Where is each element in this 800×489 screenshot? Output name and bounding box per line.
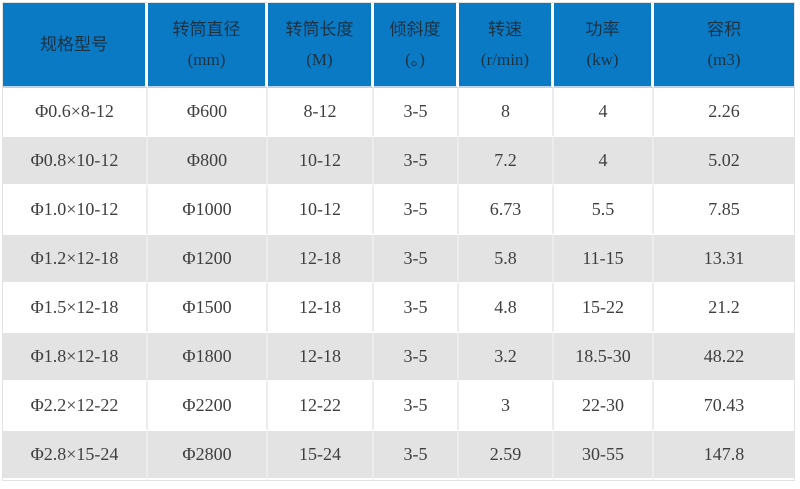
cell-volume: 13.31	[654, 235, 794, 284]
header-unit: (r/min)	[480, 49, 530, 69]
header-unit: (kw)	[586, 49, 619, 69]
cell-model: Φ1.8×12-18	[3, 333, 148, 382]
header-unit: (m3)	[707, 49, 741, 69]
header-title: 转筒长度	[285, 19, 354, 39]
cell-inclination: 3-5	[374, 88, 459, 137]
header-unit: (M)	[306, 49, 333, 69]
table-row: Φ0.8×10-12 Φ800 10-12 3-5 7.2 4 5.02	[3, 137, 794, 186]
cell-speed: 2.59	[459, 431, 554, 480]
cell-inclination: 3-5	[374, 186, 459, 235]
cell-power: 11-15	[554, 235, 654, 284]
cell-volume: 70.43	[654, 382, 794, 431]
cell-diameter: Φ2800	[148, 431, 268, 480]
header-cell-drum-length: 转筒长度 (M)	[268, 3, 374, 88]
cell-model: Φ1.5×12-18	[3, 284, 148, 333]
header-cell-volume: 容积 (m3)	[654, 3, 794, 88]
spec-table-container: 规格型号 转筒直径 (mm) 转筒长度 (M) 倾斜度 (。) 转速 (r	[2, 2, 795, 481]
cell-power: 4	[554, 137, 654, 186]
cell-model: Φ0.6×8-12	[3, 88, 148, 137]
cell-inclination: 3-5	[374, 137, 459, 186]
header-title: 容积	[707, 19, 741, 39]
cell-speed: 3	[459, 382, 554, 431]
cell-diameter: Φ2200	[148, 382, 268, 431]
cell-volume: 147.8	[654, 431, 794, 480]
table-row: Φ1.0×10-12 Φ1000 10-12 3-5 6.73 5.5 7.85	[3, 186, 794, 235]
cell-diameter: Φ1500	[148, 284, 268, 333]
cell-diameter: Φ1200	[148, 235, 268, 284]
cell-model: Φ1.2×12-18	[3, 235, 148, 284]
table-row: Φ0.6×8-12 Φ600 8-12 3-5 8 4 2.26	[3, 88, 794, 137]
cell-volume: 21.2	[654, 284, 794, 333]
header-title: 功率	[585, 19, 620, 39]
cell-power: 22-30	[554, 382, 654, 431]
cell-speed: 5.8	[459, 235, 554, 284]
cell-length: 10-12	[268, 186, 374, 235]
header-unit: (。)	[405, 49, 425, 69]
cell-diameter: Φ1000	[148, 186, 268, 235]
table-row: Φ2.2×12-22 Φ2200 12-22 3-5 3 22-30 70.43	[3, 382, 794, 431]
header-unit: (mm)	[187, 49, 226, 69]
cell-model: Φ0.8×10-12	[3, 137, 148, 186]
table-row: Φ2.8×15-24 Φ2800 15-24 3-5 2.59 30-55 14…	[3, 431, 794, 480]
cell-volume: 2.26	[654, 88, 794, 137]
cell-model: Φ2.8×15-24	[3, 431, 148, 480]
cell-diameter: Φ1800	[148, 333, 268, 382]
cell-volume: 7.85	[654, 186, 794, 235]
header-title: 转速	[488, 19, 522, 39]
table-body: Φ0.6×8-12 Φ600 8-12 3-5 8 4 2.26 Φ0.8×10…	[3, 88, 794, 480]
cell-power: 4	[554, 88, 654, 137]
cell-length: 10-12	[268, 137, 374, 186]
cell-model: Φ2.2×12-22	[3, 382, 148, 431]
cell-length: 12-22	[268, 382, 374, 431]
cell-inclination: 3-5	[374, 235, 459, 284]
cell-inclination: 3-5	[374, 284, 459, 333]
cell-length: 15-24	[268, 431, 374, 480]
cell-length: 8-12	[268, 88, 374, 137]
cell-speed: 4.8	[459, 284, 554, 333]
cell-model: Φ1.0×10-12	[3, 186, 148, 235]
cell-speed: 7.2	[459, 137, 554, 186]
table-row: Φ1.5×12-18 Φ1500 12-18 3-5 4.8 15-22 21.…	[3, 284, 794, 333]
cell-speed: 6.73	[459, 186, 554, 235]
cell-power: 15-22	[554, 284, 654, 333]
cell-speed: 8	[459, 88, 554, 137]
cell-length: 12-18	[268, 235, 374, 284]
cell-volume: 48.22	[654, 333, 794, 382]
cell-volume: 5.02	[654, 137, 794, 186]
cell-diameter: Φ800	[148, 137, 268, 186]
header-cell-drum-diameter: 转筒直径 (mm)	[148, 3, 268, 88]
table-row: Φ1.8×12-18 Φ1800 12-18 3-5 3.2 18.5-30 4…	[3, 333, 794, 382]
cell-inclination: 3-5	[374, 431, 459, 480]
cell-inclination: 3-5	[374, 382, 459, 431]
header-title: 规格型号	[40, 34, 108, 54]
cell-power: 18.5-30	[554, 333, 654, 382]
header-cell-inclination: 倾斜度 (。)	[374, 3, 459, 88]
spec-table: 规格型号 转筒直径 (mm) 转筒长度 (M) 倾斜度 (。) 转速 (r	[3, 3, 794, 480]
cell-power: 30-55	[554, 431, 654, 480]
header-title: 倾斜度	[389, 19, 441, 39]
cell-speed: 3.2	[459, 333, 554, 382]
cell-power: 5.5	[554, 186, 654, 235]
cell-diameter: Φ600	[148, 88, 268, 137]
cell-length: 12-18	[268, 333, 374, 382]
header-row: 规格型号 转筒直径 (mm) 转筒长度 (M) 倾斜度 (。) 转速 (r	[3, 3, 794, 88]
cell-inclination: 3-5	[374, 333, 459, 382]
cell-length: 12-18	[268, 284, 374, 333]
table-row: Φ1.2×12-18 Φ1200 12-18 3-5 5.8 11-15 13.…	[3, 235, 794, 284]
header-cell-model: 规格型号	[3, 3, 148, 88]
header-title: 转筒直径	[172, 19, 241, 39]
header-cell-power: 功率 (kw)	[554, 3, 654, 88]
table-header: 规格型号 转筒直径 (mm) 转筒长度 (M) 倾斜度 (。) 转速 (r	[3, 3, 794, 88]
header-cell-speed: 转速 (r/min)	[459, 3, 554, 88]
